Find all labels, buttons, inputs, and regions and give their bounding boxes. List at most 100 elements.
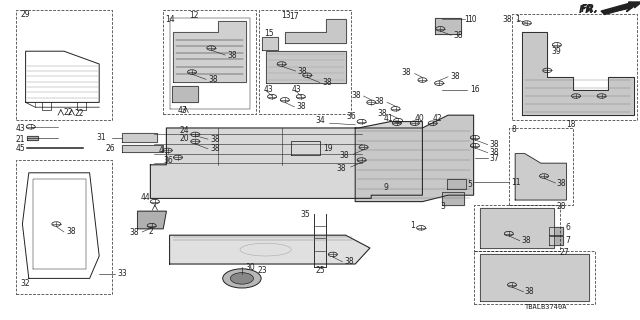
Text: 42: 42 [433, 114, 442, 123]
Text: 43: 43 [16, 124, 26, 132]
Text: 4: 4 [158, 146, 163, 155]
Text: 38: 38 [336, 164, 346, 172]
Text: 18: 18 [566, 120, 576, 129]
Text: 36: 36 [346, 112, 356, 121]
Text: 23: 23 [257, 266, 268, 275]
Text: 38: 38 [502, 15, 512, 24]
Text: 21: 21 [16, 135, 26, 144]
Text: 40: 40 [415, 114, 424, 123]
Text: 38: 38 [374, 97, 384, 106]
Polygon shape [480, 208, 554, 248]
Text: 22: 22 [75, 109, 84, 118]
Polygon shape [122, 133, 157, 142]
Text: 11: 11 [511, 178, 520, 187]
Text: 29: 29 [20, 10, 30, 19]
Polygon shape [138, 211, 166, 229]
Text: 30: 30 [245, 263, 255, 272]
Text: 38: 38 [401, 68, 411, 77]
Polygon shape [435, 18, 461, 34]
Text: TBALB3740A: TBALB3740A [525, 304, 567, 310]
Text: FR.: FR. [579, 4, 598, 15]
Polygon shape [549, 227, 563, 235]
Text: 19: 19 [323, 144, 333, 153]
Text: 44: 44 [141, 193, 150, 202]
Text: 43: 43 [291, 85, 301, 94]
Polygon shape [262, 37, 278, 50]
Text: 43: 43 [264, 85, 273, 94]
Polygon shape [170, 235, 370, 264]
Circle shape [223, 269, 261, 288]
Text: 43: 43 [178, 106, 188, 115]
Text: 36: 36 [163, 156, 173, 165]
Text: 38: 38 [296, 102, 306, 111]
Text: 38: 38 [210, 144, 220, 153]
Polygon shape [172, 86, 198, 102]
Text: 16: 16 [470, 85, 479, 94]
Text: 27: 27 [560, 248, 570, 257]
Text: 1: 1 [515, 15, 520, 24]
Text: 38: 38 [339, 151, 349, 160]
Polygon shape [285, 19, 346, 43]
Text: 38: 38 [208, 75, 218, 84]
Text: 38: 38 [453, 31, 463, 40]
Text: 1: 1 [410, 221, 415, 230]
Text: 24: 24 [179, 126, 189, 135]
Text: 41: 41 [384, 114, 394, 123]
Text: 6: 6 [565, 223, 570, 232]
Text: 32: 32 [20, 279, 30, 288]
Text: 38: 38 [67, 228, 76, 236]
Text: 8: 8 [512, 125, 516, 134]
Polygon shape [173, 21, 246, 82]
Polygon shape [447, 179, 466, 189]
Text: 13: 13 [282, 11, 291, 20]
Polygon shape [27, 136, 38, 140]
Text: 1: 1 [464, 15, 468, 24]
Text: 2: 2 [148, 228, 153, 236]
Text: 38: 38 [490, 140, 499, 149]
Polygon shape [122, 145, 163, 152]
Polygon shape [266, 51, 346, 83]
FancyArrow shape [601, 2, 640, 14]
Polygon shape [442, 192, 464, 205]
Text: 38: 38 [130, 228, 140, 237]
Text: 38: 38 [557, 179, 566, 188]
Text: 38: 38 [351, 91, 361, 100]
Polygon shape [522, 32, 634, 115]
Text: 10: 10 [467, 15, 477, 24]
Text: 25: 25 [315, 266, 325, 275]
Text: 26: 26 [106, 144, 115, 153]
Text: 22: 22 [64, 108, 74, 117]
Text: 34: 34 [316, 116, 325, 125]
Polygon shape [549, 236, 563, 245]
Text: 5: 5 [467, 180, 472, 189]
Text: 38: 38 [522, 236, 531, 245]
Text: 31: 31 [96, 133, 106, 142]
Text: 7: 7 [565, 236, 570, 245]
Text: 33: 33 [118, 269, 127, 278]
Polygon shape [150, 122, 422, 198]
Text: 38: 38 [525, 287, 534, 296]
Text: 17: 17 [289, 12, 299, 20]
Polygon shape [515, 154, 566, 200]
Text: 38: 38 [450, 72, 460, 81]
Text: 38: 38 [227, 51, 237, 60]
Text: 38: 38 [210, 135, 220, 144]
Text: 38: 38 [377, 109, 387, 118]
Text: 37: 37 [490, 154, 499, 163]
Text: 3: 3 [440, 202, 445, 211]
Text: 38: 38 [344, 257, 354, 266]
Text: 28: 28 [557, 202, 566, 211]
Text: 38: 38 [322, 78, 332, 87]
Text: 35: 35 [301, 210, 310, 219]
Text: 9: 9 [384, 183, 389, 192]
Polygon shape [480, 254, 589, 301]
Text: 14: 14 [165, 15, 175, 24]
Text: 39: 39 [552, 47, 561, 56]
Text: 15: 15 [264, 29, 274, 38]
Circle shape [230, 273, 253, 284]
Text: 45: 45 [16, 144, 26, 153]
Text: FR.: FR. [580, 4, 598, 14]
Text: 20: 20 [179, 134, 189, 143]
Text: 38: 38 [298, 67, 307, 76]
Text: 12: 12 [189, 11, 198, 20]
